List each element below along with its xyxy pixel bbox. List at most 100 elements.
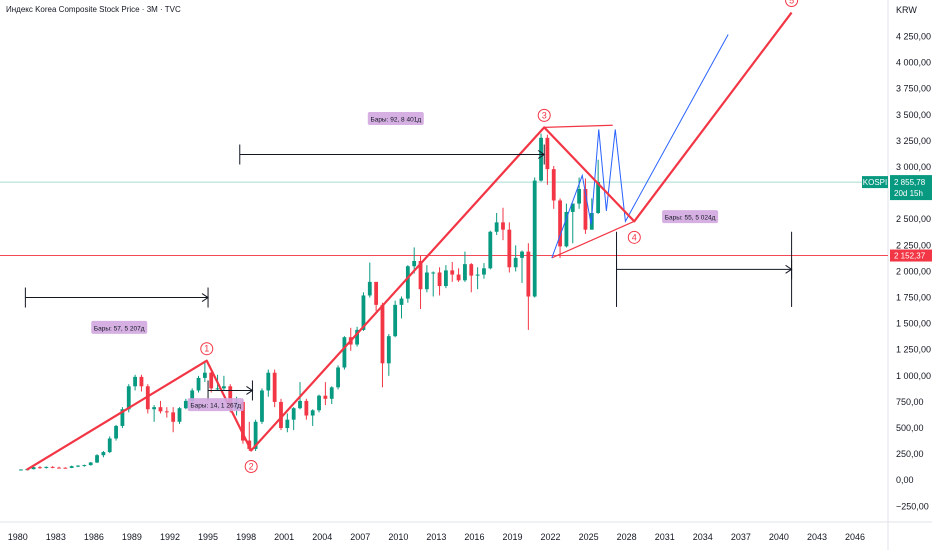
candle-body: [393, 304, 398, 337]
last-price-countdown: 20d 15h: [894, 189, 923, 198]
measure-note-text: Бары: 57, 5 207д: [94, 325, 145, 332]
candle-body: [76, 465, 80, 467]
candle-body: [367, 281, 372, 296]
wave-label-4: 4: [632, 232, 637, 242]
candle-body: [101, 452, 106, 456]
candle-body: [494, 222, 499, 232]
candle-body: [570, 203, 575, 212]
y-tick-label: 500,00: [896, 423, 924, 433]
candle-body: [164, 411, 169, 413]
candle-body: [450, 270, 455, 275]
y-tick-label: −250,00: [896, 501, 929, 511]
candle-body: [539, 137, 543, 181]
projection-path: [551, 34, 729, 259]
wave-label-3: 3: [542, 110, 547, 120]
candle-body: [120, 409, 125, 426]
candle-body: [488, 231, 493, 269]
candle-body: [222, 386, 226, 389]
measure-arrowhead: [537, 150, 546, 159]
y-tick-label: 4 250,00: [896, 32, 931, 42]
symbol-tag-text: KOSPI: [863, 178, 887, 187]
candle-body: [399, 298, 404, 305]
candle-body: [513, 257, 518, 268]
x-tick-label: 2022: [541, 532, 561, 542]
candle-body: [88, 462, 93, 466]
candle-body: [272, 372, 277, 402]
candle-body: [266, 372, 271, 391]
candle-body: [279, 401, 283, 429]
measure-note-box: [187, 398, 244, 412]
candle-body: [329, 387, 334, 399]
candle-body: [323, 395, 328, 399]
y-tick-label: 2 500,00: [896, 214, 931, 224]
candle-body: [482, 268, 486, 275]
candle-body: [158, 407, 163, 412]
y-tick-label: 2 250,00: [896, 240, 931, 250]
candle-body: [63, 467, 68, 469]
candle-body: [126, 386, 131, 410]
x-tick-label: 2016: [464, 532, 484, 542]
x-tick-label: 1995: [198, 532, 218, 542]
y-tick-label: 1 500,00: [896, 319, 931, 329]
candle-body: [44, 466, 49, 468]
candle-body: [355, 329, 360, 345]
level-price-tag: [890, 249, 932, 262]
wave-label-circle: [537, 108, 551, 122]
x-tick-label: 1992: [160, 532, 180, 542]
measure-note-text: Бары: 14, 1 267д: [190, 403, 241, 410]
wave-label-1: 1: [204, 344, 209, 354]
x-tick-label: 2034: [693, 532, 713, 542]
candle-body: [133, 376, 138, 387]
triangle-trendline: [544, 124, 613, 128]
wave-label-circle: [627, 230, 641, 244]
candle-body: [469, 264, 474, 276]
candle-body: [526, 251, 531, 297]
candle-body: [228, 386, 233, 410]
x-tick-label: 2028: [617, 532, 637, 542]
y-tick-label: 0,00: [896, 475, 914, 485]
measure-note-box: [367, 112, 424, 126]
wave-label-circle: [244, 459, 258, 473]
x-tick-label: 2004: [312, 532, 332, 542]
x-tick-label: 1989: [122, 532, 142, 542]
x-tick-label: 2037: [731, 532, 751, 542]
candle-body: [424, 272, 429, 290]
candle-body: [95, 455, 99, 463]
x-tick-label: 2013: [426, 532, 446, 542]
candle-body: [431, 272, 436, 274]
candle-body: [412, 261, 417, 267]
currency-label: KRW: [896, 5, 917, 15]
candle-body: [19, 469, 23, 471]
wave-label-circle: [785, 0, 799, 8]
y-tick-label: 3 000,00: [896, 162, 931, 172]
candle-body: [285, 419, 290, 429]
candle-body: [38, 467, 42, 469]
candle-body: [386, 336, 391, 364]
y-tick-label: 1 000,00: [896, 371, 931, 381]
candle-body: [437, 272, 442, 287]
candle-body: [107, 438, 112, 453]
candle-body: [374, 281, 379, 305]
candle-body: [520, 251, 524, 258]
candle-body: [241, 401, 245, 441]
x-tick-label: 2046: [845, 532, 865, 542]
candle-body: [564, 211, 569, 247]
candle-body: [310, 410, 315, 416]
x-tick-label: 2031: [655, 532, 675, 542]
measure-note-text: Бары: 55, 5 024д: [665, 215, 716, 222]
candle-body: [298, 400, 302, 409]
wave-label-2: 2: [249, 461, 254, 471]
measure-note-box: [662, 210, 719, 224]
candle-body: [405, 266, 410, 299]
candle-body: [171, 412, 176, 422]
y-tick-label: 250,00: [896, 449, 924, 459]
triangle-trendline: [551, 220, 635, 259]
x-tick-label: 2040: [769, 532, 789, 542]
x-tick-label: 1980: [8, 532, 28, 542]
candle-body: [31, 467, 36, 470]
candle-body: [475, 274, 480, 276]
candle-body: [501, 222, 505, 230]
y-tick-label: 1 250,00: [896, 345, 931, 355]
